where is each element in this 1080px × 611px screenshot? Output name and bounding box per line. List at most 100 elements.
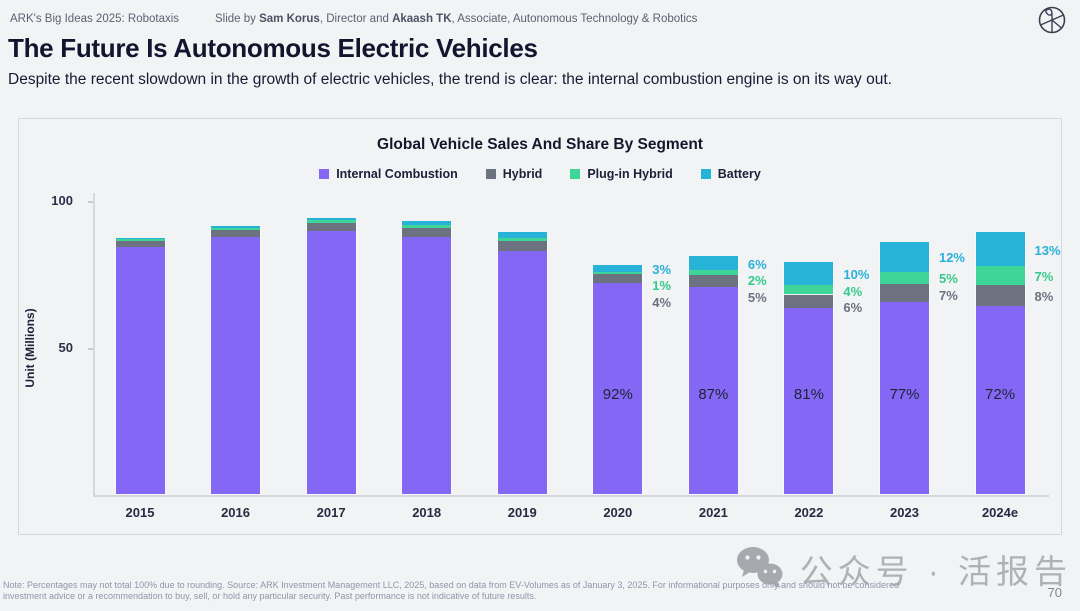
- deck-title: ARK's Big Ideas 2025: Robotaxis: [10, 13, 180, 25]
- bar-segment-internal-combustion: [688, 286, 738, 494]
- bar-segment-battery: [879, 241, 929, 272]
- watermark-text: 公众号 · 活报告: [799, 553, 1072, 590]
- x-tick-label: 2019: [507, 505, 537, 520]
- segment-share-label: 3%: [652, 261, 672, 277]
- slide-byline: Slide by Sam Korus, Director and Akaash …: [215, 13, 698, 25]
- chart-card: Global Vehicle Sales And Share By Segmen…: [18, 118, 1062, 535]
- ice-share-label: 92%: [602, 386, 633, 403]
- legend-item: Internal Combustion: [319, 167, 458, 181]
- bar-2024e: [974, 232, 1026, 495]
- bar-segment-plug-in-hybrid: [115, 239, 165, 241]
- bar-segment-hybrid: [879, 284, 929, 302]
- bar-segment-hybrid: [784, 294, 834, 309]
- bar-segment-hybrid: [688, 274, 738, 287]
- bar-segment-hybrid: [593, 273, 643, 284]
- y-tick-label: 100: [51, 193, 73, 208]
- legend-swatch: [700, 169, 711, 179]
- bar-segment-plug-in-hybrid: [593, 271, 643, 274]
- segment-share-label: 10%: [843, 267, 870, 283]
- bar-segment-battery: [402, 220, 452, 225]
- wechat-icon: [734, 545, 786, 594]
- bar-segment-internal-combustion: [211, 237, 261, 494]
- bar-segment-battery: [115, 238, 165, 240]
- segment-share-label: 7%: [1034, 269, 1054, 284]
- segment-share-label: 2%: [747, 273, 767, 288]
- x-tick-label: 2018: [412, 505, 442, 520]
- segment-share-label: 6%: [747, 256, 767, 272]
- x-tick-label: 2024e: [981, 505, 1019, 520]
- bar-segment-plug-in-hybrid: [784, 285, 834, 295]
- legend-item: Battery: [700, 167, 761, 181]
- bar-2016: [210, 226, 262, 495]
- bar-segment-plug-in-hybrid: [688, 270, 738, 275]
- legend-label: Hybrid: [502, 167, 543, 181]
- legend-swatch: [570, 169, 581, 179]
- bar-segment-plug-in-hybrid: [879, 271, 929, 285]
- bar-segment-hybrid: [402, 227, 452, 237]
- bar-2017: [305, 217, 357, 495]
- bar-segment-battery: [784, 262, 834, 286]
- bar-segment-internal-combustion: [975, 305, 1025, 494]
- bar-segment-internal-combustion: [115, 246, 165, 494]
- y-axis-line: [93, 193, 95, 496]
- legend-label: Battery: [717, 167, 761, 181]
- x-tick-label: 2016: [221, 505, 250, 520]
- bar-segment-plug-in-hybrid: [402, 224, 452, 228]
- bar-2023: [878, 241, 930, 495]
- bar-2019: [496, 232, 548, 495]
- bar-2022: [783, 262, 835, 495]
- page-title: The Future Is Autonomous Electric Vehicl…: [8, 33, 538, 63]
- bar-segment-plug-in-hybrid: [211, 228, 261, 230]
- ark-logo-icon: [1037, 5, 1067, 40]
- legend-swatch: [319, 169, 330, 179]
- bar-2018: [401, 220, 453, 495]
- bar-2020: [592, 264, 644, 495]
- bar-segment-battery: [211, 226, 261, 229]
- bar-segment-battery: [593, 264, 643, 272]
- bar-segment-hybrid: [211, 229, 261, 238]
- x-axis-line: [93, 495, 1049, 497]
- legend-swatch: [485, 169, 496, 179]
- segment-share-label: 5%: [747, 289, 767, 305]
- legend-label: Plug-in Hybrid: [587, 167, 673, 181]
- bar-segment-hybrid: [306, 223, 356, 232]
- x-tick-label: 2021: [698, 505, 728, 520]
- author-1: Sam Korus: [259, 13, 320, 25]
- bar-segment-hybrid: [975, 284, 1025, 306]
- bar-segment-battery: [975, 232, 1025, 267]
- y-tick-mark: [88, 201, 93, 203]
- watermark: 公众号 · 活报告: [734, 545, 1072, 593]
- segment-share-label: 1%: [652, 278, 672, 294]
- bar-segment-hybrid: [115, 240, 165, 247]
- bar-segment-plug-in-hybrid: [306, 220, 356, 224]
- bar-segment-internal-combustion: [306, 231, 356, 494]
- x-tick-label: 2020: [603, 505, 633, 520]
- bar-segment-plug-in-hybrid: [497, 237, 547, 241]
- footnote-line-1: Note: Percentages may not total 100% due…: [3, 580, 900, 590]
- segment-share-label: 13%: [1034, 242, 1061, 258]
- x-tick-label: 2023: [890, 505, 919, 520]
- segment-share-label: 4%: [843, 283, 863, 299]
- legend-label: Internal Combustion: [336, 167, 458, 181]
- footnote-line-2: investment advice or a recommendation to…: [3, 590, 537, 601]
- y-tick-mark: [88, 348, 93, 350]
- bar-segment-plug-in-hybrid: [975, 266, 1025, 285]
- ice-share-label: 72%: [985, 386, 1016, 403]
- ice-share-label: 87%: [698, 386, 729, 403]
- bar-segment-internal-combustion: [784, 308, 834, 494]
- bar-segment-internal-combustion: [497, 250, 547, 494]
- ice-share-label: 81%: [793, 386, 824, 403]
- bar-segment-internal-combustion: [879, 301, 929, 494]
- bar-segment-hybrid: [497, 240, 547, 251]
- footnote: Note: Percentages may not total 100% due…: [3, 580, 1003, 601]
- bar-segment-internal-combustion: [402, 236, 452, 494]
- segment-share-label: 5%: [938, 271, 958, 287]
- x-tick-label: 2022: [794, 505, 824, 520]
- legend-item: Hybrid: [485, 167, 543, 181]
- bar-2021: [687, 255, 739, 495]
- segment-share-label: 7%: [938, 287, 958, 303]
- chart-title: Global Vehicle Sales And Share By Segmen…: [377, 136, 703, 153]
- segment-share-label: 12%: [938, 250, 965, 266]
- chart-legend: Internal Combustion Hybrid Plug-in Hybrid B…: [19, 167, 1061, 181]
